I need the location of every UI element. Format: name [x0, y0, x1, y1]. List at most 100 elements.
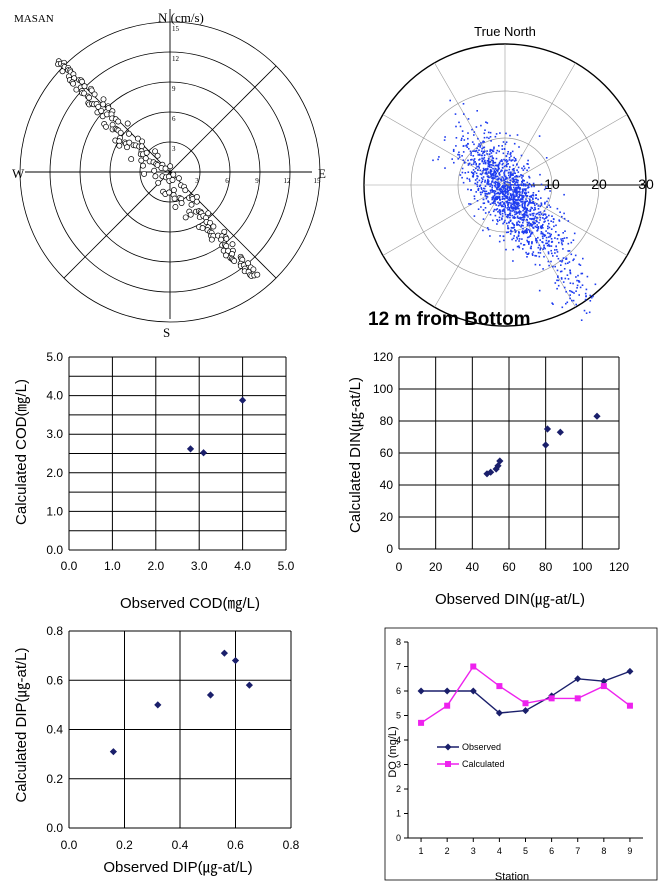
tn-point: [486, 227, 489, 229]
tn-point: [475, 167, 477, 170]
tn-point: [570, 241, 573, 244]
tn-point: [509, 176, 512, 178]
tn-point: [526, 221, 529, 224]
tn-point: [489, 155, 492, 158]
tn-point: [527, 191, 530, 194]
tn-point: [581, 272, 584, 275]
tn-point: [460, 139, 463, 141]
tn-point: [528, 175, 530, 178]
tn-point: [511, 210, 513, 212]
tn-point: [482, 202, 485, 205]
rose-east-label: E: [318, 166, 326, 181]
tn-point: [506, 160, 509, 162]
tn-point: [507, 193, 509, 195]
tn-point: [540, 227, 543, 230]
tn-point: [522, 219, 525, 222]
tn-point: [565, 258, 568, 260]
rose-point: [170, 171, 177, 178]
tn-point: [510, 198, 513, 200]
tn-point: [467, 188, 469, 191]
tn-point: [516, 169, 518, 171]
tn-point: [525, 218, 528, 221]
tn-point: [531, 225, 533, 227]
tn-point: [507, 225, 509, 227]
tn-point: [476, 175, 478, 177]
p3-ytick-1.0: 1.0: [46, 504, 63, 518]
do-xtick-4: 4: [497, 846, 502, 856]
tn-spoke: [434, 62, 506, 186]
tn-point: [482, 176, 485, 178]
tn-point: [457, 153, 459, 156]
tn-point: [474, 161, 476, 163]
rose-point: [124, 120, 131, 127]
tn-point: [453, 161, 455, 164]
p5-ytick-0.6: 0.6: [46, 673, 63, 687]
tn-point: [517, 220, 520, 223]
tn-point: [539, 248, 541, 251]
tn-point: [555, 231, 557, 233]
tn-point: [578, 280, 580, 282]
tn-point: [472, 163, 475, 165]
tn-point: [522, 248, 524, 250]
tn-point: [559, 270, 562, 273]
tn-point: [502, 193, 505, 195]
tn-point: [518, 196, 520, 198]
tn-point: [522, 179, 524, 181]
do-xtick-7: 7: [575, 846, 580, 856]
tn-point: [484, 181, 486, 183]
tn-point: [490, 164, 493, 166]
tn-point: [503, 175, 506, 177]
tn-point: [492, 159, 494, 162]
tn-point: [503, 202, 505, 204]
tn-point: [487, 157, 490, 160]
tn-point: [470, 152, 472, 154]
tn-point: [482, 190, 484, 192]
cod-x-label: Observed COD(㎎/L): [120, 595, 260, 612]
tn-point: [469, 150, 472, 153]
tn-point: [573, 292, 575, 294]
tn-point: [479, 191, 482, 194]
tn-point: [542, 214, 544, 216]
rose-tick-north-9: 9: [172, 85, 176, 93]
tn-point: [555, 249, 558, 251]
cod-grid: [68, 356, 287, 551]
p5-ytick-0.2: 0.2: [46, 772, 63, 786]
tn-point: [480, 173, 483, 176]
tn-point: [572, 259, 574, 262]
tn-point: [551, 302, 553, 304]
tn-point: [514, 188, 516, 190]
tn-point: [506, 222, 508, 225]
tn-point: [535, 197, 538, 199]
tn-point: [516, 199, 518, 202]
tn-point: [504, 180, 507, 183]
tn-point: [438, 156, 440, 158]
tn-point: [529, 183, 531, 186]
tn-point: [493, 172, 495, 175]
rose-point: [105, 105, 112, 112]
tn-point: [525, 209, 527, 212]
tn-point: [489, 131, 492, 134]
tn-point: [514, 158, 517, 160]
tn-point: [542, 233, 544, 235]
tn-point: [472, 150, 474, 152]
tn-point: [512, 159, 514, 161]
tn-point: [484, 212, 487, 214]
tn-point: [507, 215, 509, 217]
tn-point: [495, 204, 497, 206]
tn-point: [471, 158, 473, 161]
tn-point: [512, 174, 514, 176]
p3-xtick-5.0: 5.0: [278, 559, 295, 573]
tn-point: [503, 221, 506, 223]
tn-point: [502, 177, 505, 179]
tn-radial-ticks: 10 20 30: [544, 176, 654, 192]
p4-ytick-120: 120: [373, 350, 393, 364]
tn-point: [493, 192, 496, 194]
tn-point: [569, 269, 571, 272]
tn-point: [514, 191, 516, 193]
tn-point: [561, 260, 563, 263]
tn-point: [486, 193, 489, 195]
tn-point: [575, 276, 577, 278]
tn-point: [515, 230, 517, 233]
tn-point: [498, 202, 501, 205]
p5-xtick-0.6: 0.6: [227, 838, 244, 852]
